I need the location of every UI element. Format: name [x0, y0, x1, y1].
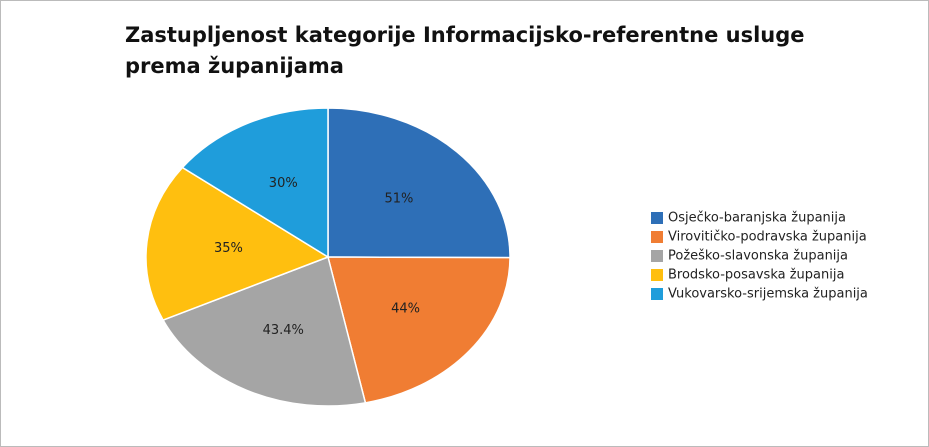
pie-slice: [145, 166, 330, 322]
data-label: 51%: [384, 192, 413, 207]
pie-slice: [327, 256, 511, 404]
data-label: 43.4%: [263, 323, 304, 338]
data-label: 35%: [214, 241, 243, 256]
data-label: 44%: [391, 301, 420, 316]
pie-slice: [162, 255, 367, 407]
legend-swatch: [651, 231, 663, 243]
legend-label: Brodsko-posavska županija: [668, 268, 844, 283]
legend-label: Virovitičko-podravska županija: [668, 230, 867, 245]
chart-title: Zastupljenost kategorije Informacijsko-r…: [125, 23, 805, 78]
legend-swatch: [651, 269, 663, 281]
legend-label: Vukovarsko-srijemska županija: [668, 287, 868, 302]
pie-slice: [327, 107, 511, 259]
legend-label: Požeško-slavonska županija: [668, 249, 848, 264]
legend-swatch: [651, 250, 663, 262]
legend-swatch: [651, 288, 663, 300]
legend-swatch: [651, 212, 663, 224]
pie-slice: [181, 107, 329, 259]
data-label: 30%: [269, 176, 298, 191]
legend-label: Osječko-baranjska županija: [668, 211, 846, 226]
